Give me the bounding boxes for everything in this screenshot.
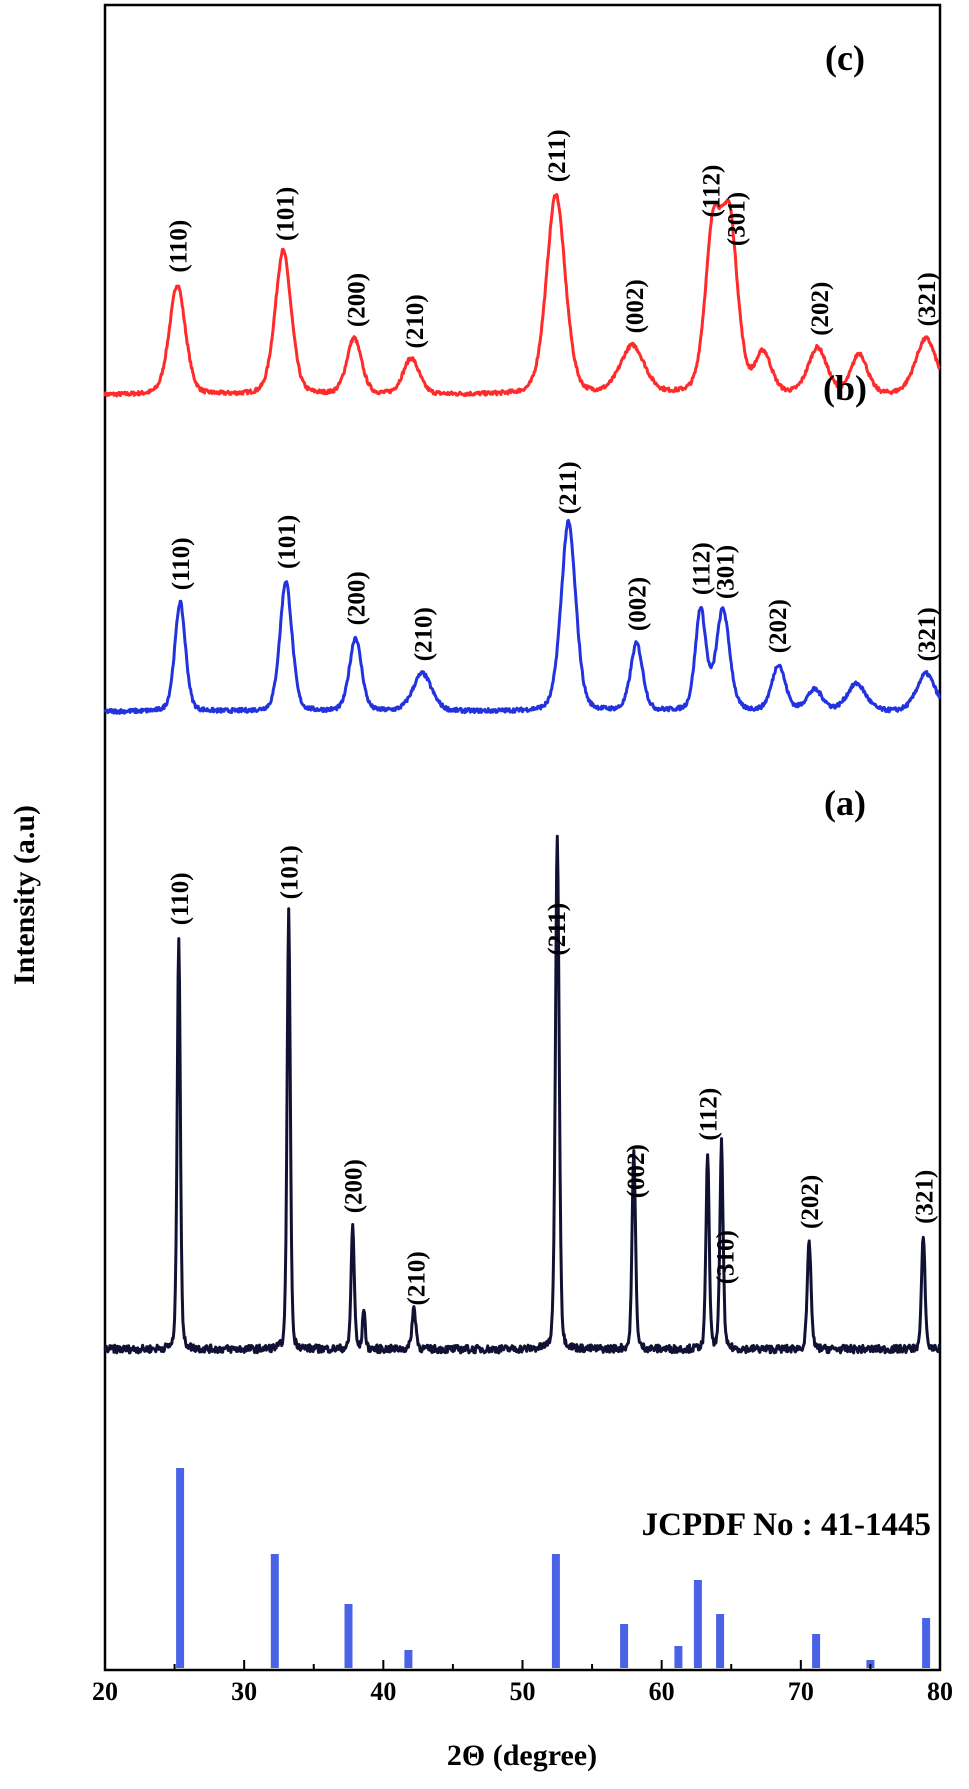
x-axis-label: 2Θ (degree): [447, 1739, 597, 1772]
x-tick-label: 50: [510, 1677, 536, 1706]
reference-bar: [693, 1580, 702, 1668]
peak-label: (110): [165, 220, 192, 273]
peak-label: (002): [622, 279, 649, 333]
reference-card-label: JCPDF No : 41-1445: [642, 1507, 931, 1543]
peak-label: (002): [625, 577, 652, 631]
peak-label: (112): [696, 1088, 723, 1141]
panel-label: (c): [825, 38, 865, 78]
reference-bar: [551, 1554, 560, 1668]
reference-bar: [176, 1468, 185, 1668]
series-line-a: [103, 834, 942, 1355]
peak-label: (110): [168, 537, 195, 590]
reference-bar: [674, 1646, 683, 1668]
peak-label: (200): [341, 1159, 368, 1213]
peak-label: (101): [277, 845, 304, 899]
peak-label: (101): [274, 515, 301, 569]
peak-label: (112): [698, 165, 725, 218]
peak-label: (202): [797, 1175, 824, 1229]
peak-label: (321): [914, 607, 941, 661]
peak-labels: (110)(101)(200) (210)(211)(002)(112)(301)…: [165, 129, 941, 1305]
peak-label: (301): [723, 192, 750, 246]
peak-label: (211): [555, 461, 582, 514]
peak-label: (002): [623, 1144, 650, 1198]
series-line-c: [103, 192, 941, 398]
peak-label: (301): [712, 545, 739, 599]
peak-label: (210): [403, 1251, 430, 1305]
peak-label: (200): [344, 273, 371, 327]
reference-bar: [812, 1634, 821, 1668]
reference-bar: [716, 1614, 725, 1668]
peak-label: (210): [410, 607, 437, 661]
peak-label: (321): [914, 272, 941, 326]
panel-label: (b): [823, 368, 867, 408]
peak-label: (211): [544, 129, 571, 182]
reference-bar: [620, 1624, 629, 1668]
reference-bars: [176, 1468, 931, 1668]
x-tick-label: 60: [649, 1677, 675, 1706]
x-axis-ticks: 20 30 40 50 60 70 80: [92, 1660, 953, 1706]
x-tick-label: 30: [231, 1677, 257, 1706]
peak-label: (110): [167, 872, 194, 925]
peak-label: (101): [273, 187, 300, 241]
reference-bar: [922, 1618, 931, 1668]
x-tick-label: 80: [927, 1677, 953, 1706]
plot-frame: [103, 3, 942, 1672]
peak-label: (202): [807, 282, 834, 336]
reference-bar: [404, 1650, 413, 1668]
peak-label: (211): [544, 903, 571, 956]
peak-label: (210): [402, 294, 429, 348]
peak-label: (202): [765, 599, 792, 653]
x-tick-label: 20: [92, 1677, 118, 1706]
peak-label: (200): [344, 571, 371, 625]
y-axis-label: Intensity (a.u): [8, 805, 41, 985]
x-tick-label: 70: [788, 1677, 814, 1706]
reference-bar: [344, 1604, 353, 1668]
series-line-b: [103, 518, 941, 715]
peak-label: (321): [911, 1170, 938, 1224]
panel-labels: (c) (b) (a): [823, 38, 867, 823]
peak-label: (310): [712, 1230, 739, 1284]
panel-label: (a): [824, 783, 866, 823]
xrd-traces: [103, 192, 942, 1355]
x-tick-label: 40: [370, 1677, 396, 1706]
peak-label: (112): [689, 542, 716, 595]
reference-bar: [270, 1554, 279, 1668]
